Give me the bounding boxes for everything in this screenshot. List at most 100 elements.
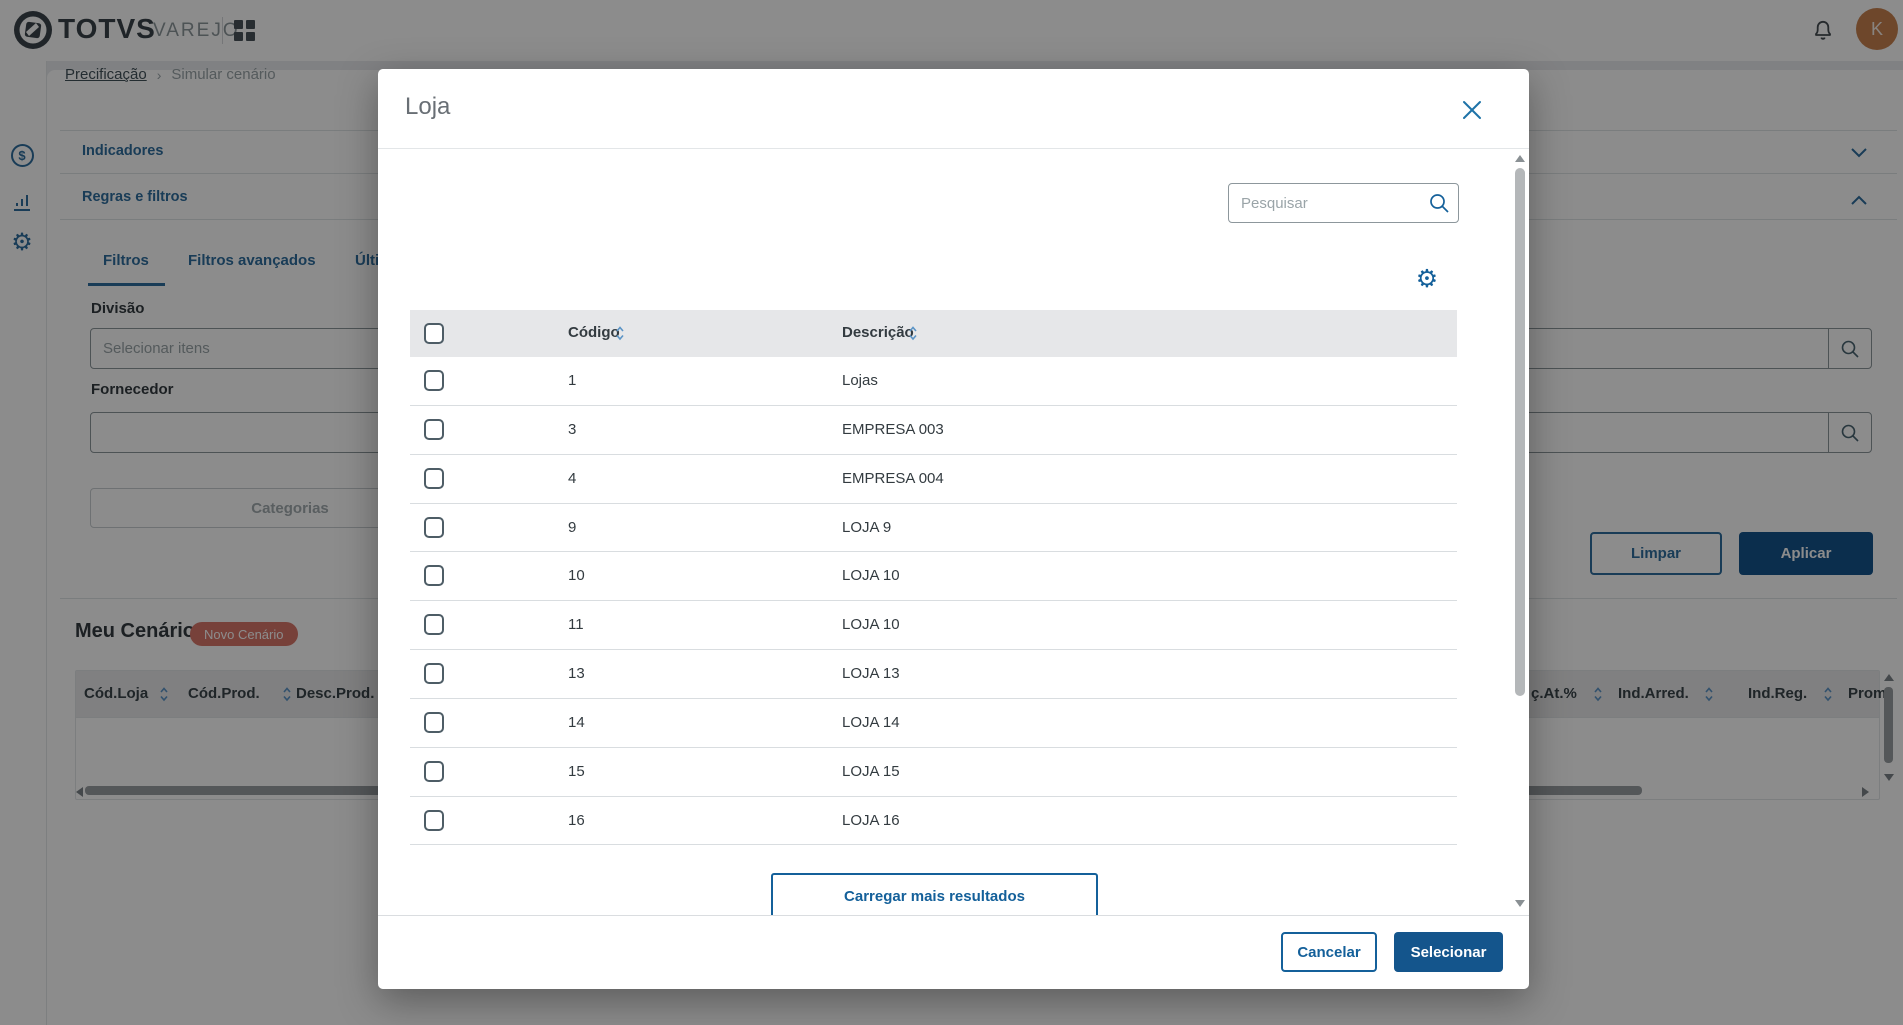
- search-icon: [1841, 424, 1859, 442]
- close-icon[interactable]: [1458, 96, 1486, 124]
- select-all-checkbox[interactable]: [424, 323, 444, 344]
- cell-codigo: 16: [568, 811, 585, 829]
- cell-codigo: 1: [568, 372, 577, 389]
- breadcrumb-current: Simular cenário: [171, 66, 276, 83]
- column-header[interactable]: Ind.Reg.: [1748, 685, 1808, 702]
- table-row[interactable]: 1 Lojas: [410, 357, 1457, 406]
- sort-icon[interactable]: [159, 687, 169, 707]
- produto-search-button[interactable]: [1828, 328, 1872, 369]
- aplicar-button[interactable]: Aplicar: [1739, 532, 1873, 575]
- tab-filtros-avancados[interactable]: Filtros avançados: [188, 252, 316, 269]
- totvs-logo-icon: [13, 10, 53, 50]
- column-header[interactable]: Cód.Loja: [84, 685, 149, 702]
- row-checkbox[interactable]: [424, 516, 444, 538]
- chevron-up-icon[interactable]: [1850, 193, 1868, 205]
- avatar-initial: K: [1870, 18, 1883, 39]
- column-header-descricao[interactable]: Descrição: [842, 324, 914, 341]
- user-avatar[interactable]: K: [1856, 8, 1898, 50]
- marca-search-button[interactable]: [1828, 412, 1872, 453]
- meu-cenario-title: Meu Cenário: [75, 620, 196, 642]
- table-row[interactable]: 13 LOJA 13: [410, 650, 1457, 699]
- row-checkbox[interactable]: [424, 565, 444, 587]
- column-header[interactable]: Prom: [1848, 685, 1887, 702]
- column-header[interactable]: Cód.Prod.: [188, 685, 260, 702]
- cell-descricao: LOJA 13: [842, 665, 900, 683]
- novo-cenario-badge: Novo Cenário: [190, 622, 298, 646]
- scroll-down-arrow[interactable]: [1515, 900, 1525, 907]
- cell-codigo: 9: [568, 518, 577, 536]
- sidebar-item-indicators[interactable]: [9, 188, 35, 214]
- cell-descricao: LOJA 15: [842, 762, 900, 780]
- column-header-codigo[interactable]: Código: [568, 324, 620, 341]
- row-checkbox[interactable]: [424, 711, 444, 733]
- hscroll-left-arrow[interactable]: [76, 787, 83, 797]
- table-row[interactable]: 16 LOJA 16: [410, 797, 1457, 846]
- section-regras-filtros[interactable]: Regras e filtros: [82, 189, 188, 205]
- table-row[interactable]: 3 EMPRESA 003: [410, 406, 1457, 455]
- topbar: TOTVS VAREJO K: [0, 0, 1903, 61]
- sort-icon[interactable]: [282, 687, 292, 707]
- cell-codigo: 10: [568, 567, 585, 585]
- row-checkbox[interactable]: [424, 809, 444, 831]
- table-row[interactable]: 15 LOJA 15: [410, 748, 1457, 797]
- cell-descricao: LOJA 10: [842, 567, 900, 585]
- load-more-button[interactable]: Carregar mais resultados: [771, 873, 1098, 915]
- modal-footer: Cancelar Selecionar: [378, 915, 1529, 989]
- cancelar-button[interactable]: Cancelar: [1281, 932, 1377, 972]
- sidebar-item-pricing[interactable]: $: [9, 142, 35, 168]
- table-settings-button[interactable]: ⚙: [1414, 266, 1440, 292]
- modal-scrollbar[interactable]: [1513, 153, 1527, 909]
- hscroll-right-arrow[interactable]: [1862, 787, 1869, 797]
- sort-icon[interactable]: [1704, 687, 1714, 707]
- tab-filtros[interactable]: Filtros: [103, 252, 149, 269]
- table-row[interactable]: 4 EMPRESA 004: [410, 455, 1457, 504]
- cell-codigo: 3: [568, 420, 577, 438]
- app-launcher-icon[interactable]: [233, 19, 256, 42]
- table-row[interactable]: 10 LOJA 10: [410, 552, 1457, 602]
- table-row[interactable]: 11 LOJA 10: [410, 601, 1457, 651]
- vscroll-up-arrow[interactable]: [1884, 674, 1894, 681]
- fornecedor-label: Fornecedor: [91, 381, 174, 398]
- scroll-thumb[interactable]: [1515, 168, 1525, 696]
- sort-icon[interactable]: [615, 326, 625, 346]
- sidebar-item-settings[interactable]: ⚙: [9, 229, 35, 255]
- section-indicadores[interactable]: Indicadores: [82, 143, 164, 159]
- sort-icon[interactable]: [1823, 687, 1833, 707]
- limpar-button[interactable]: Limpar: [1590, 532, 1722, 575]
- tab-ultima[interactable]: Últi: [355, 252, 380, 269]
- search-icon[interactable]: [1427, 191, 1451, 220]
- sort-icon[interactable]: [908, 326, 918, 346]
- modal-title: Loja: [405, 93, 451, 120]
- search-icon: [1841, 340, 1859, 358]
- cell-codigo: 14: [568, 713, 585, 731]
- column-header[interactable]: Ind.Arred.: [1618, 685, 1689, 702]
- row-checkbox[interactable]: [424, 467, 444, 489]
- column-header[interactable]: Desc.Prod.: [296, 685, 375, 702]
- row-checkbox[interactable]: [424, 614, 444, 636]
- cell-descricao: LOJA 14: [842, 713, 900, 731]
- row-checkbox[interactable]: [424, 663, 444, 685]
- sort-icon[interactable]: [1593, 687, 1603, 707]
- chevron-down-icon[interactable]: [1850, 146, 1868, 158]
- vscroll-down-arrow[interactable]: [1884, 774, 1894, 781]
- table-row[interactable]: 14 LOJA 14: [410, 699, 1457, 748]
- modal-table-header: Código Descrição: [410, 310, 1457, 357]
- selecionar-button[interactable]: Selecionar: [1394, 932, 1503, 972]
- topbar-divider: [222, 17, 223, 44]
- row-checkbox[interactable]: [424, 418, 444, 440]
- scroll-up-arrow[interactable]: [1515, 155, 1525, 162]
- row-checkbox[interactable]: [424, 760, 444, 782]
- vscroll-thumb[interactable]: [1884, 687, 1893, 763]
- cell-descricao: Lojas: [842, 372, 878, 389]
- table-row[interactable]: 9 LOJA 9: [410, 504, 1457, 553]
- notifications-bell-icon[interactable]: [1810, 17, 1836, 43]
- active-tab-underline: [88, 283, 165, 286]
- cell-codigo: 11: [568, 616, 584, 634]
- row-checkbox[interactable]: [424, 370, 444, 391]
- breadcrumb: Precificação › Simular cenário: [65, 66, 276, 83]
- search-input[interactable]: [1228, 183, 1459, 223]
- breadcrumb-separator: ›: [156, 66, 162, 83]
- breadcrumb-link[interactable]: Precificação: [65, 66, 147, 83]
- column-header[interactable]: ç.At.%: [1531, 685, 1577, 702]
